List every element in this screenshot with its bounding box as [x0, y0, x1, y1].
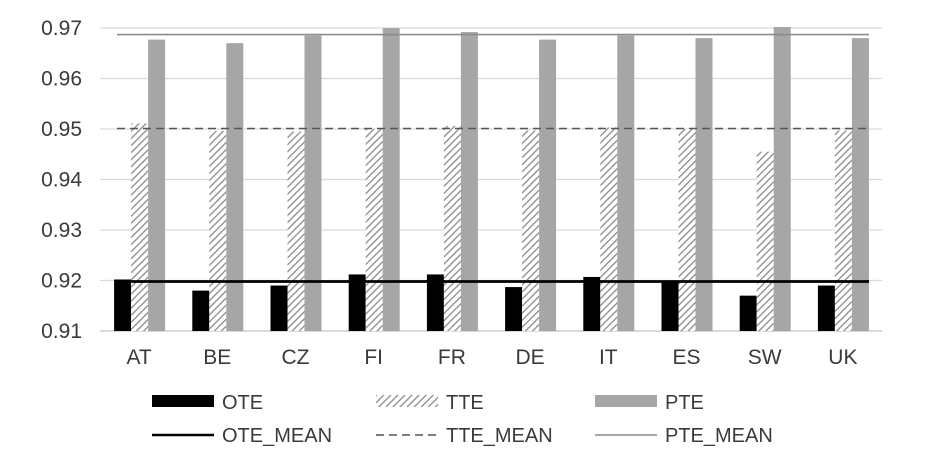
y-tick-label: 0.97	[41, 17, 82, 40]
bar-ote-fi	[348, 274, 366, 331]
x-axis: AT BE CZ FI FR DE IT ES SW UK	[126, 346, 857, 369]
bar-tte-at	[131, 123, 149, 331]
bar-pte-at	[148, 39, 166, 332]
bar-pte-sw	[773, 26, 791, 332]
x-tick-label: FR	[438, 346, 466, 369]
y-axis: 0.91 0.92 0.93 0.94 0.95 0.96 0.97	[41, 17, 82, 343]
y-tick-label: 0.95	[41, 118, 82, 141]
bar-tte-it	[600, 127, 618, 331]
x-tick-label: FI	[364, 346, 383, 369]
y-tick-label: 0.93	[41, 219, 82, 242]
y-tick-label: 0.92	[41, 270, 82, 293]
bar-ote-sw	[739, 295, 757, 331]
bar-ote-fr	[426, 274, 444, 331]
bar-tte-de	[522, 130, 540, 331]
legend-label-tte: TTE	[446, 392, 484, 414]
bar-ote-de	[505, 287, 523, 331]
legend: OTE TTE PTE OTE_MEAN TTE_MEAN PTE_MEAN	[152, 392, 773, 447]
x-tick-label: DE	[516, 346, 545, 369]
y-tick-label: 0.91	[41, 320, 82, 343]
bar-tte-sw	[756, 151, 774, 331]
legend-label-pte: PTE	[665, 392, 704, 414]
legend-swatch-pte	[595, 395, 657, 407]
bar-ote-es	[661, 281, 679, 331]
y-tick-label: 0.94	[41, 169, 82, 192]
x-tick-label: UK	[828, 346, 857, 369]
bar-pte-de	[539, 39, 557, 332]
bar-ote-cz	[270, 285, 288, 331]
legend-label-ote: OTE	[222, 392, 263, 414]
mean-lines	[117, 33, 869, 283]
legend-label-tte-mean: TTE_MEAN	[446, 425, 553, 447]
bar-tte-uk	[834, 130, 852, 331]
bar-pte-cz	[304, 35, 322, 331]
bar-ote-it	[583, 276, 601, 331]
bar-ote-be	[192, 290, 210, 331]
x-tick-label: ES	[672, 346, 700, 369]
bar-tte-be	[209, 131, 227, 331]
x-tick-label: CZ	[282, 346, 310, 369]
bar-tte-fr	[443, 125, 461, 331]
bar-pte-uk	[851, 38, 869, 331]
legend-swatch-tte	[376, 395, 438, 407]
legend-label-ote-mean: OTE_MEAN	[222, 425, 332, 447]
bar-tte-fi	[365, 129, 383, 331]
bar-tte-es	[678, 129, 696, 331]
bar-pte-es	[695, 38, 713, 331]
legend-swatch-ote	[152, 395, 214, 407]
bar-pte-be	[226, 43, 244, 332]
bar-tte-cz	[287, 131, 305, 331]
legend-label-pte-mean: PTE_MEAN	[665, 425, 773, 447]
bar-pte-fi	[382, 28, 400, 331]
bar-pte-it	[617, 35, 635, 331]
x-tick-label: SW	[748, 346, 782, 369]
y-tick-label: 0.96	[41, 68, 82, 91]
x-tick-label: AT	[126, 346, 151, 369]
bar-pte-fr	[460, 32, 478, 331]
x-tick-label: BE	[203, 346, 231, 369]
bar-ote-at	[114, 279, 132, 331]
x-tick-label: IT	[599, 346, 618, 369]
bar-ote-uk	[817, 285, 835, 331]
